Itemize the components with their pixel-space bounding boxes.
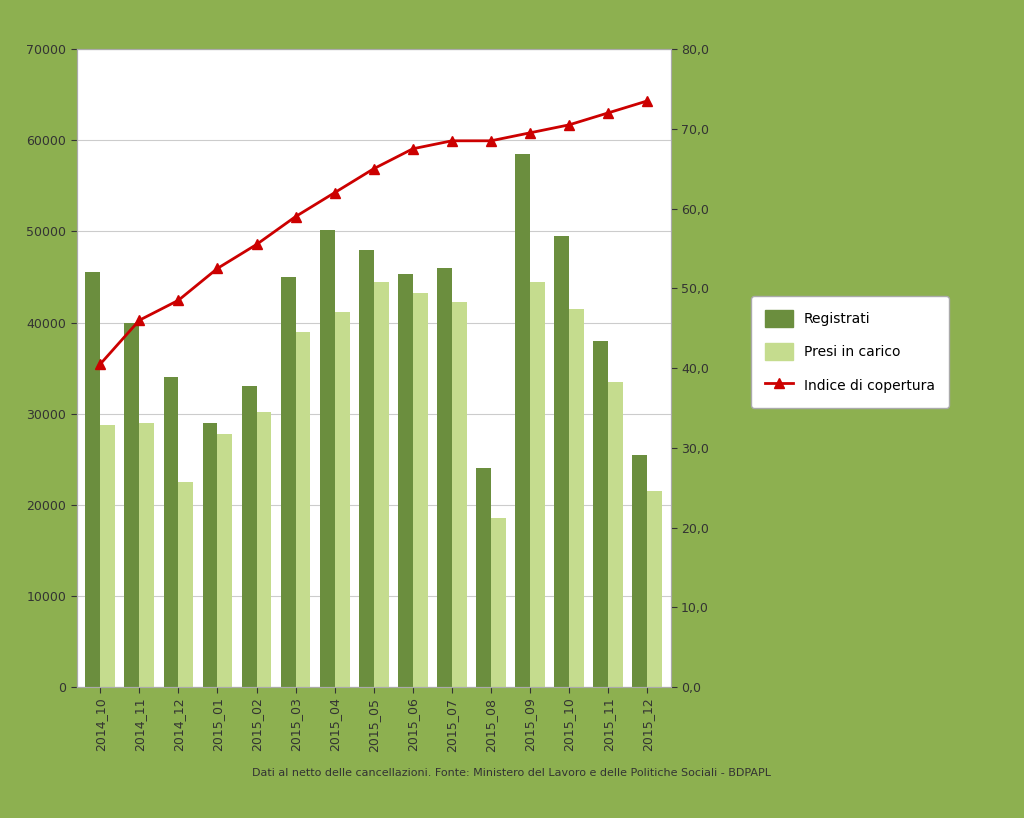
Bar xyxy=(281,277,296,687)
Bar xyxy=(139,423,155,687)
Bar xyxy=(490,519,506,687)
Bar xyxy=(530,281,545,687)
Bar xyxy=(217,434,232,687)
Bar xyxy=(633,455,647,687)
Bar xyxy=(374,281,388,687)
Bar xyxy=(319,230,335,687)
Bar xyxy=(515,154,530,687)
Legend: Registrati, Presi in carico, Indice di copertura: Registrati, Presi in carico, Indice di c… xyxy=(751,296,949,407)
Bar xyxy=(178,482,194,687)
Bar xyxy=(125,322,139,687)
Bar xyxy=(647,491,663,687)
Bar xyxy=(335,312,349,687)
Text: Dati al netto delle cancellazioni. Fonte: Ministero del Lavoro e delle Politiche: Dati al netto delle cancellazioni. Fonte… xyxy=(253,768,771,778)
Bar xyxy=(296,331,310,687)
Bar xyxy=(593,341,608,687)
Bar xyxy=(437,267,452,687)
Bar xyxy=(398,274,413,687)
Bar xyxy=(85,272,100,687)
Bar xyxy=(164,377,178,687)
Bar xyxy=(257,411,271,687)
Bar xyxy=(100,425,115,687)
Bar xyxy=(569,309,584,687)
Bar xyxy=(608,382,623,687)
Bar xyxy=(358,249,374,687)
Bar xyxy=(476,469,490,687)
Bar xyxy=(554,236,569,687)
Bar xyxy=(203,423,217,687)
Bar xyxy=(413,294,428,687)
Bar xyxy=(452,302,467,687)
Bar xyxy=(242,386,257,687)
